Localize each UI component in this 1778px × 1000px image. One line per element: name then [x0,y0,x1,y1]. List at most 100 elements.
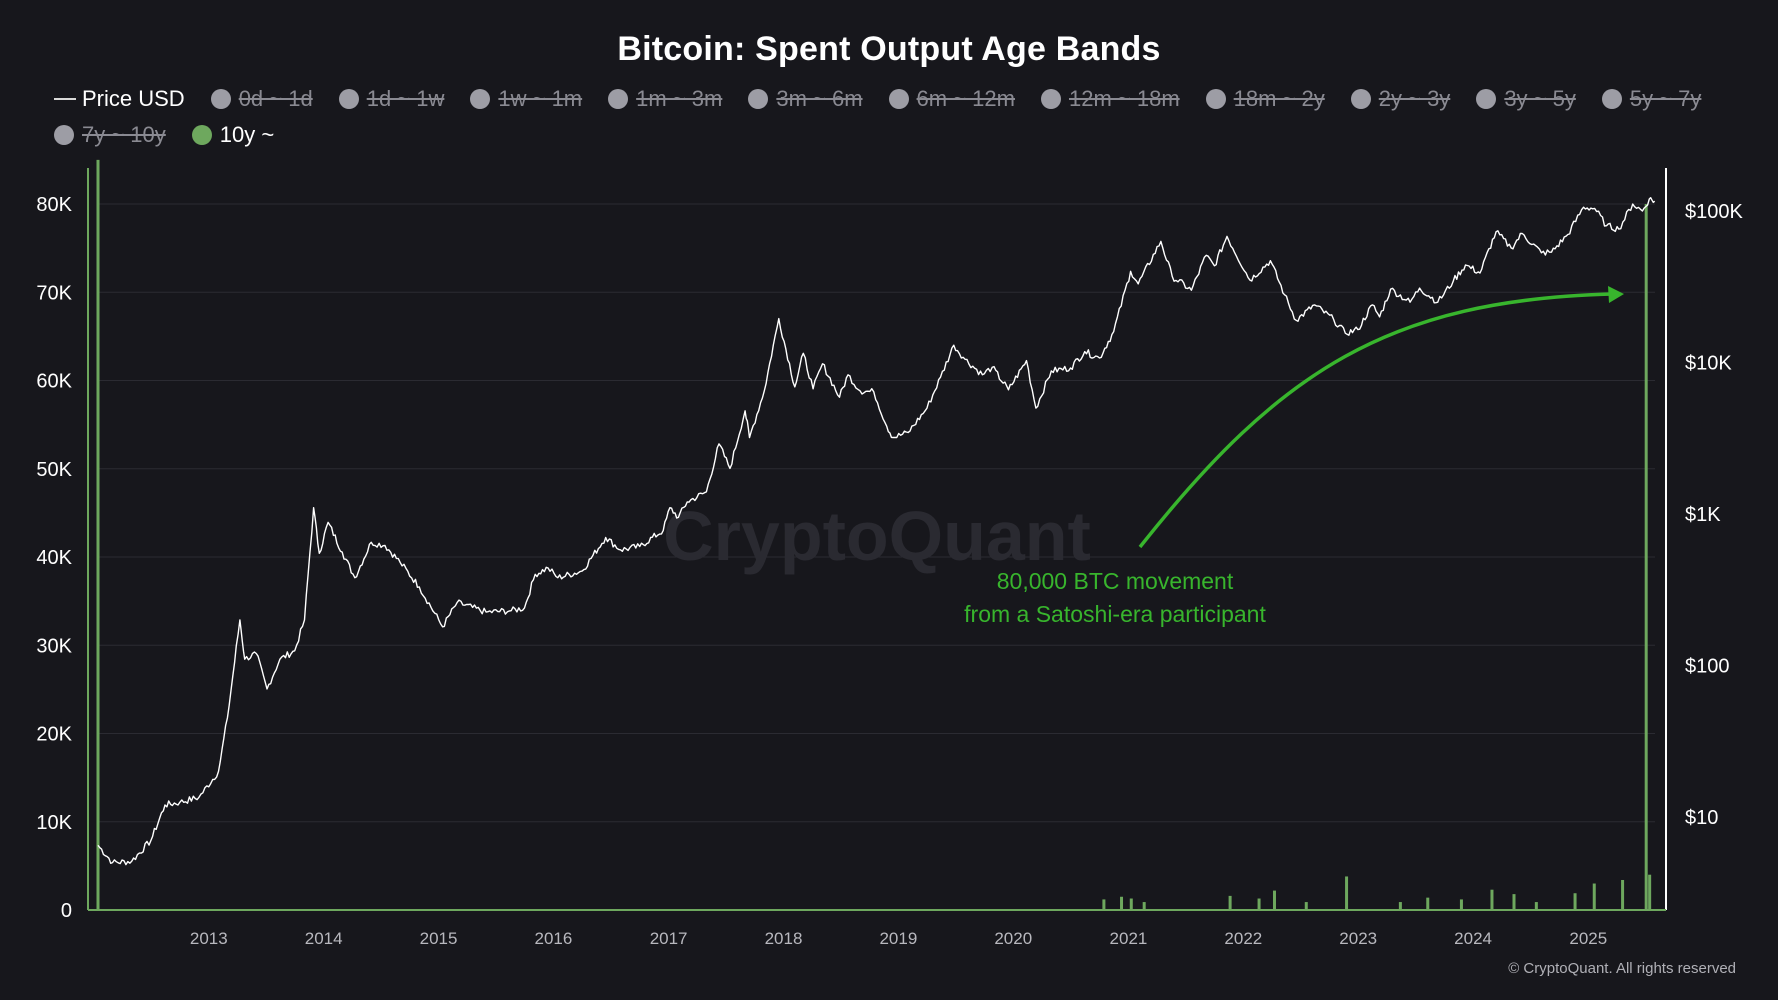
legend-item[interactable]: 7y ~ 10y [54,120,166,150]
legend-item[interactable]: 0d ~ 1d [210,84,313,114]
legend-label: 3y ~ 5y [1504,86,1576,111]
band-10y-bar [1120,896,1124,910]
band-10y-bar [1459,899,1463,910]
legend: Price USD 0d ~ 1d 1d ~ 1w 1w ~ 1m 1m ~ 3m 3m … [54,84,1754,150]
band-10y-bar [96,159,100,910]
band-10y-bar [1592,883,1596,910]
x-tick-label: 2014 [305,929,343,948]
legend-dot-icon [748,89,769,109]
y-left-tick-label: 40K [36,547,72,569]
x-tick-label: 2015 [420,929,458,948]
band-10y-bar [1304,902,1308,910]
legend-dot-icon [888,89,909,109]
y-left-tick-label: 50K [36,459,72,481]
legend-dot-icon [470,89,491,109]
x-tick-label: 2016 [535,929,573,948]
x-tick-label: 2013 [190,929,228,948]
legend-dot-icon [1350,89,1371,109]
annotation-text: from a Satoshi-era participant [964,601,1266,627]
x-tick-label: 2024 [1454,929,1492,948]
legend-dot-icon [1040,89,1061,109]
legend-label: 2y ~ 3y [1378,86,1451,111]
band-10y-bar [1573,893,1577,910]
legend-label: 5y ~ 7y [1629,86,1702,111]
legend-label: 7y ~ 10y [82,122,166,147]
y-left-tick-label: 0 [61,900,72,922]
chart-title: Bitcoin: Spent Output Age Bands [617,30,1161,68]
legend-line-icon [54,98,76,100]
legend-dot-icon [1476,89,1497,109]
legend-item[interactable]: 10y ~ [191,120,275,150]
annotation-arrowhead [1608,286,1624,303]
legend-item[interactable]: 12m ~ 18m [1040,84,1180,114]
band-10y-bar [1228,895,1232,910]
x-tick-label: 2025 [1569,929,1607,948]
legend-label: 10y ~ [219,122,275,147]
band-10y-bar [1257,898,1261,910]
x-tick-label: 2018 [765,929,803,948]
legend-item[interactable]: 1m ~ 3m [608,84,722,114]
legend-label: 18m ~ 2y [1233,86,1325,111]
y-left-tick-label: 30K [36,635,72,657]
band-10y-bar [1490,889,1494,910]
copyright-text: © CryptoQuant. All rights reserved [1508,960,1736,977]
y-right-tick-label: $100 [1685,656,1730,678]
x-tick-label: 2019 [879,929,917,948]
x-tick-label: 2023 [1339,929,1377,948]
legend-label: 0d ~ 1d [238,86,313,111]
legend-dot-icon [54,125,74,145]
y-right-tick-label: $10K [1685,353,1732,375]
x-tick-label: 2021 [1110,929,1148,948]
legend-item[interactable]: 3y ~ 5y [1476,84,1576,114]
x-tick-label: 2022 [1224,929,1262,948]
annotation-arrow [1138,292,1613,549]
legend-label: 1m ~ 3m [636,86,723,111]
band-10y-bar [1534,902,1538,910]
legend-label: Price USD [82,86,185,111]
legend-item[interactable]: 2y ~ 3y [1350,84,1451,114]
band-10y-bar [1621,879,1625,910]
legend-label: 1d ~ 1w [366,86,445,111]
legend-item[interactable]: 6m ~ 12m [888,84,1015,114]
watermark: CryptoQuant [663,497,1091,575]
legend-dot-icon [338,89,359,109]
legend-dot-icon [191,125,212,145]
legend-dot-icon [1205,89,1226,109]
annotation-text: 80,000 BTC movement [997,568,1234,594]
legend-item[interactable]: 1w ~ 1m [470,84,582,114]
legend-label: 3m ~ 6m [776,86,863,111]
band-10y-bar [1426,897,1430,910]
y-left-tick-label: 80K [36,194,72,216]
band-10y-bar [1398,902,1402,910]
band-10y-bar [1102,899,1106,910]
band-10y-bar [1142,902,1146,910]
y-right-tick-label: $100K [1685,201,1743,223]
y-left-tick-label: 70K [36,282,72,304]
legend-label: 1w ~ 1m [498,86,583,111]
band-10y-bar [1345,876,1349,910]
band-10y-bar [1512,894,1516,910]
y-right-tick-label: $1K [1685,504,1721,526]
legend-item[interactable]: Price USD [54,84,185,114]
y-left-tick-label: 10K [36,812,72,834]
legend-dot-icon [608,89,629,109]
legend-label: 12m ~ 18m [1068,86,1180,111]
y-left-tick-label: 20K [36,724,72,746]
band-10y-bar [1644,204,1648,910]
legend-dot-icon [210,89,231,109]
legend-item[interactable]: 18m ~ 2y [1205,84,1325,114]
band-10y-bar [1648,874,1652,910]
band-10y-bar [1272,890,1276,910]
legend-dot-icon [1601,89,1622,109]
y-right-tick-label: $10 [1685,807,1718,829]
legend-item[interactable]: 5y ~ 7y [1601,84,1702,114]
legend-label: 6m ~ 12m [916,86,1015,111]
legend-item[interactable]: 1d ~ 1w [338,84,445,114]
x-tick-label: 2020 [994,929,1032,948]
price-usd-line [97,197,1656,866]
legend-item[interactable]: 3m ~ 6m [748,84,863,114]
band-10y-bar [1129,898,1133,910]
x-tick-label: 2017 [650,929,688,948]
y-left-tick-label: 60K [36,371,72,393]
